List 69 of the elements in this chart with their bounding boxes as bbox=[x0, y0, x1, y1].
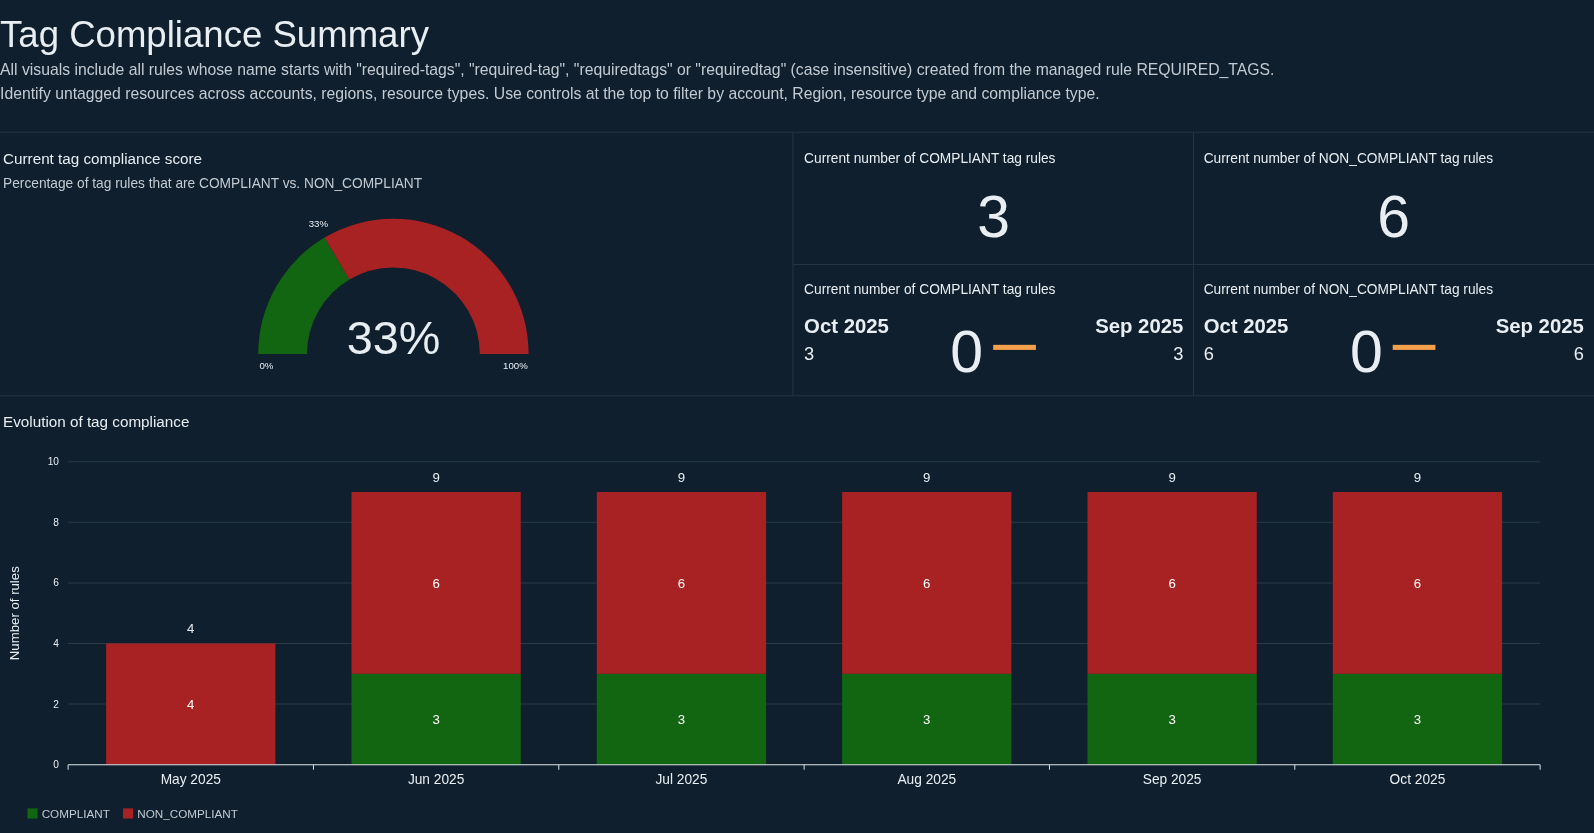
x-tick-label: Sep 2025 bbox=[1142, 771, 1202, 787]
text: 100% bbox=[503, 360, 529, 372]
x-tick-label: Oct 2025 bbox=[1389, 771, 1446, 787]
text: Current number of NON_COMPLIANT tag rules bbox=[1203, 150, 1494, 166]
total-label: 9 bbox=[1413, 469, 1422, 485]
text: 6 bbox=[1377, 184, 1411, 250]
text: 0 bbox=[1349, 319, 1383, 385]
text: All visuals include all rules whose name starts with "required-tags", "required-tag", "requiredtags" or "requiredtag" (case insensitive) created from the managed rule REQUIRED_TAGS. bbox=[0, 61, 1275, 80]
bar bbox=[596, 673, 767, 765]
x-tick-label: Jun 2025 bbox=[407, 771, 465, 787]
bar bbox=[1087, 673, 1257, 765]
legend-label: NON_COMPLIANT bbox=[137, 807, 238, 821]
bar bbox=[842, 673, 1012, 765]
data-label: 3 bbox=[1168, 712, 1176, 728]
data-label: 33% bbox=[308, 218, 329, 230]
data-label: 6 bbox=[1168, 576, 1176, 591]
text: Sep 2025 bbox=[1095, 314, 1184, 337]
data-label: 4 bbox=[187, 697, 195, 713]
bar bbox=[842, 492, 1012, 674]
y-tick-label: 10 bbox=[47, 456, 60, 468]
text: Oct 2025 bbox=[1203, 314, 1289, 337]
y-tick-label: 2 bbox=[53, 698, 60, 710]
bar bbox=[351, 673, 521, 765]
chart-title: Evolution of tag compliance bbox=[3, 413, 190, 431]
text: 6 bbox=[1203, 343, 1214, 365]
bar bbox=[1087, 492, 1257, 674]
total-label: 9 bbox=[432, 469, 440, 485]
bar bbox=[1332, 673, 1503, 765]
total-label: 9 bbox=[677, 469, 686, 485]
x-tick-label: May 2025 bbox=[160, 771, 222, 787]
data-label: 6 bbox=[923, 576, 931, 591]
data-label: 3 bbox=[432, 712, 440, 728]
bar bbox=[106, 643, 276, 765]
text: 0% bbox=[259, 360, 274, 372]
text: Oct 2025 bbox=[804, 314, 889, 337]
text: Current number of COMPLIANT tag rules bbox=[804, 282, 1056, 297]
text: Identify untagged resources across accounts, regions, resource types. Use controls at the top to filter by account, Region, resource type and compliance type. bbox=[0, 84, 1100, 102]
text: 33% bbox=[346, 311, 441, 364]
data-label: 6 bbox=[677, 576, 686, 591]
total-label: 4 bbox=[187, 621, 195, 637]
text: 6 bbox=[1573, 343, 1584, 365]
chart-subtitle: Percentage of tag rules that are COMPLIANT vs. NON_COMPLIANT bbox=[3, 176, 423, 192]
text: 0 bbox=[950, 319, 984, 385]
text: 3 bbox=[1173, 343, 1184, 365]
y-tick-label: 4 bbox=[53, 638, 60, 650]
y-tick-label: 8 bbox=[53, 516, 60, 528]
legend-label: COMPLIANT bbox=[41, 807, 110, 821]
data-label: 3 bbox=[677, 712, 686, 728]
text: 3 bbox=[804, 343, 815, 365]
data-label: 6 bbox=[1413, 576, 1422, 591]
bar bbox=[1332, 492, 1503, 674]
data-label: 3 bbox=[1413, 712, 1422, 728]
bar bbox=[596, 492, 767, 674]
text: Tag Compliance Summary bbox=[0, 13, 430, 55]
text: 3 bbox=[977, 184, 1011, 250]
text: Current number of COMPLIANT tag rules bbox=[804, 150, 1056, 166]
data-label: 6 bbox=[432, 576, 440, 591]
total-label: 9 bbox=[923, 469, 931, 485]
bar bbox=[351, 492, 521, 674]
y-tick-label: 0 bbox=[53, 759, 60, 771]
x-tick-label: Jul 2025 bbox=[655, 771, 708, 787]
total-label: 9 bbox=[1168, 469, 1176, 485]
text: Current tag compliance score bbox=[3, 149, 203, 167]
x-tick-label: Aug 2025 bbox=[897, 771, 957, 787]
text: Current number of NON_COMPLIANT tag rules bbox=[1203, 282, 1494, 297]
text: Sep 2025 bbox=[1495, 314, 1584, 337]
data-label: 3 bbox=[923, 712, 931, 728]
y-tick-label: 6 bbox=[53, 577, 60, 589]
y-axis-title: Number of rules bbox=[7, 565, 23, 661]
